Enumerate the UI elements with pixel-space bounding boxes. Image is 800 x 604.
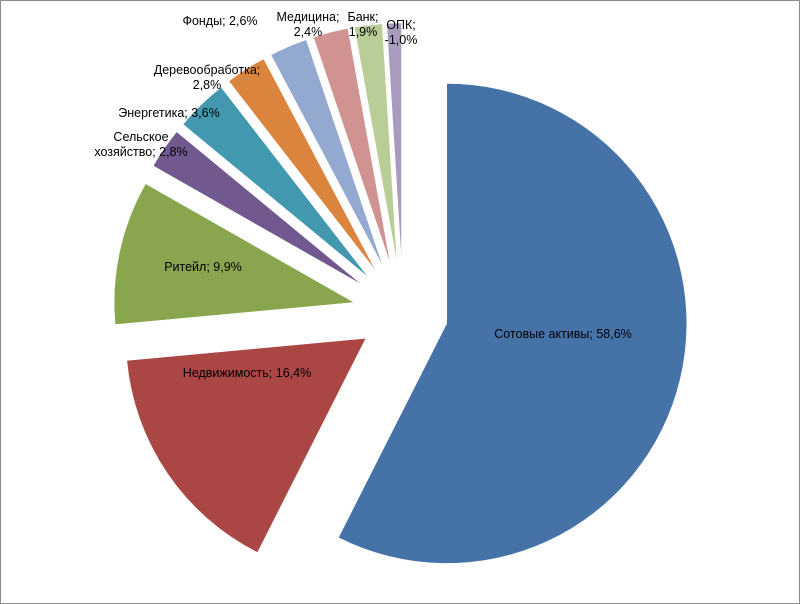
- pie-slice-7: [270, 39, 384, 268]
- pie-slice-5: [182, 87, 369, 278]
- pie-slice-2: [126, 338, 367, 553]
- pie-slice-1: [338, 83, 687, 564]
- data-label-7: Фонды; 2,6%: [182, 14, 257, 28]
- data-label-3: Ритейл; 9,9%: [164, 260, 242, 274]
- data-label-4: Сельское хозяйство; 2,8%: [94, 130, 187, 159]
- pie-slice-8: [313, 28, 391, 265]
- data-label-5: Энергетика; 3,6%: [118, 106, 219, 120]
- data-label-1: Сотовые активы; 58,6%: [494, 327, 632, 341]
- data-label-2: Недвижимость; 16,4%: [183, 366, 311, 380]
- data-label-9: Банк; 1,9%: [348, 10, 379, 39]
- pie-slice-3: [113, 183, 355, 325]
- data-label-6: Деревообработка; 2,8%: [154, 63, 261, 92]
- data-labels: Сотовые активы; 58,6% Недвижимость; 16,4%…: [94, 10, 631, 380]
- data-label-10: ОПК; -1,0%: [385, 18, 418, 47]
- pie-slices: [113, 22, 687, 564]
- pie-slice-9: [354, 23, 398, 264]
- pie-slice-4: [152, 131, 362, 285]
- data-label-8: Медицина; 2,4%: [277, 10, 340, 39]
- pie-slice-6: [228, 58, 377, 272]
- pie-slice-10: [386, 22, 402, 264]
